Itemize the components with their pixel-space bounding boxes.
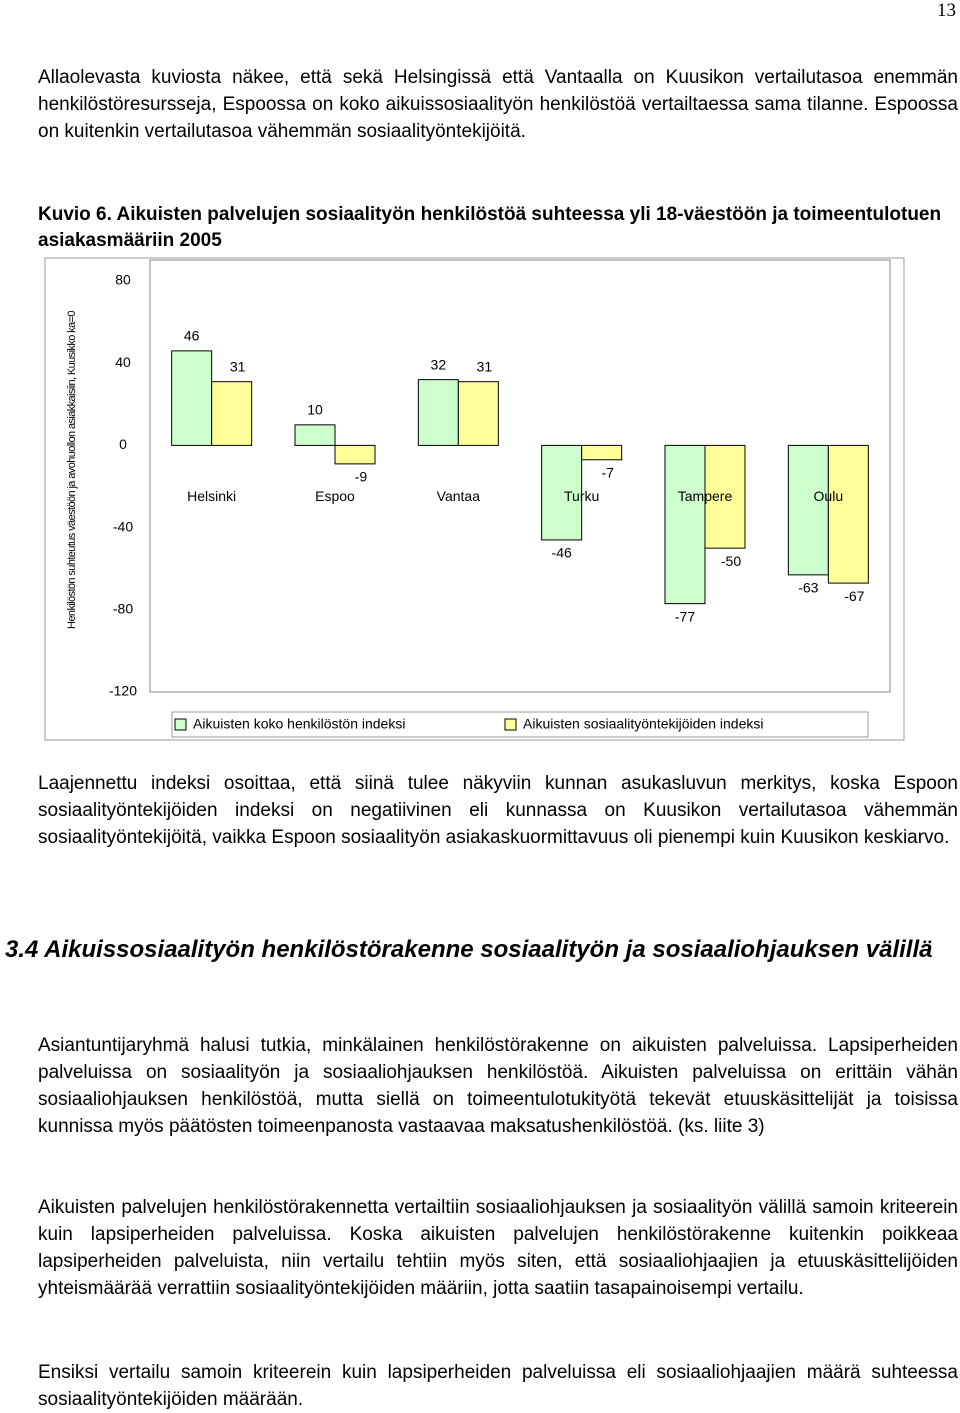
bar — [294, 424, 336, 446]
y-tick-label: 80 — [115, 272, 131, 288]
legend — [171, 711, 869, 738]
data-label: -63 — [798, 580, 818, 596]
x-tick-label: Helsinki — [187, 488, 236, 504]
data-label: -67 — [844, 588, 864, 604]
chart-frame — [44, 257, 905, 741]
section-heading: 3.4 Aikuissosiaalityön henkilöstörakenne… — [5, 936, 933, 963]
paragraph: Aikuisten palvelujen henkilöstörakennett… — [38, 1197, 958, 1299]
data-label: -77 — [675, 608, 695, 624]
x-tick-label: Turku — [564, 488, 599, 504]
paragraph: Ensiksi vertailu samoin kriteerein kuin … — [38, 1362, 958, 1410]
paragraph: Allaolevasta kuviosta näkee, että sekä H… — [38, 67, 958, 142]
paragraph: Laajennettu indeksi osoittaa, että siinä… — [38, 773, 958, 848]
x-tick-label: Tampere — [678, 488, 733, 504]
figure-caption: Kuvio 6. Aikuisten palvelujen sosiaality… — [38, 204, 942, 251]
bar — [541, 444, 583, 541]
y-tick-label: -120 — [109, 683, 137, 699]
data-label: 31 — [230, 358, 246, 374]
chart: Henkilöstön suhteutus väestöön ja avohuo… — [44, 257, 905, 741]
y-tick-label: -40 — [113, 518, 133, 534]
data-label: 10 — [307, 402, 323, 418]
page-number: 13 — [937, 0, 956, 21]
bar — [457, 381, 499, 446]
bar — [417, 379, 459, 446]
y-axis-label: Henkilöstön suhteutus väestöön ja avohuo… — [66, 311, 78, 629]
x-tick-label: Oulu — [814, 488, 844, 504]
legend-swatch — [504, 718, 517, 731]
data-label: 31 — [477, 358, 493, 374]
bar — [787, 444, 829, 576]
y-tick-label: 0 — [119, 436, 127, 452]
data-label: -50 — [721, 553, 741, 569]
plot-frame — [149, 259, 891, 693]
y-tick-label: -80 — [113, 601, 133, 617]
legend-swatch — [174, 718, 187, 731]
bar — [211, 381, 253, 446]
legend-label: Aikuisten sosiaalityöntekijöiden indeksi — [523, 716, 763, 732]
x-tick-label: Vantaa — [437, 488, 481, 504]
bar — [581, 444, 623, 461]
bar — [664, 444, 706, 605]
bar — [704, 444, 746, 549]
data-label: 32 — [431, 356, 447, 372]
data-label: -7 — [601, 464, 614, 480]
bar — [334, 444, 376, 465]
bar — [827, 444, 869, 584]
paragraph: Asiantuntijaryhmä halusi tutkia, minkäla… — [38, 1035, 958, 1137]
data-label: 46 — [184, 328, 200, 344]
y-tick-label: 40 — [115, 354, 131, 370]
bar — [171, 350, 213, 446]
legend-label: Aikuisten koko henkilöstön indeksi — [193, 716, 405, 732]
x-tick-label: Espoo — [315, 488, 355, 504]
data-label: -9 — [355, 469, 368, 485]
data-label: -46 — [552, 545, 572, 561]
